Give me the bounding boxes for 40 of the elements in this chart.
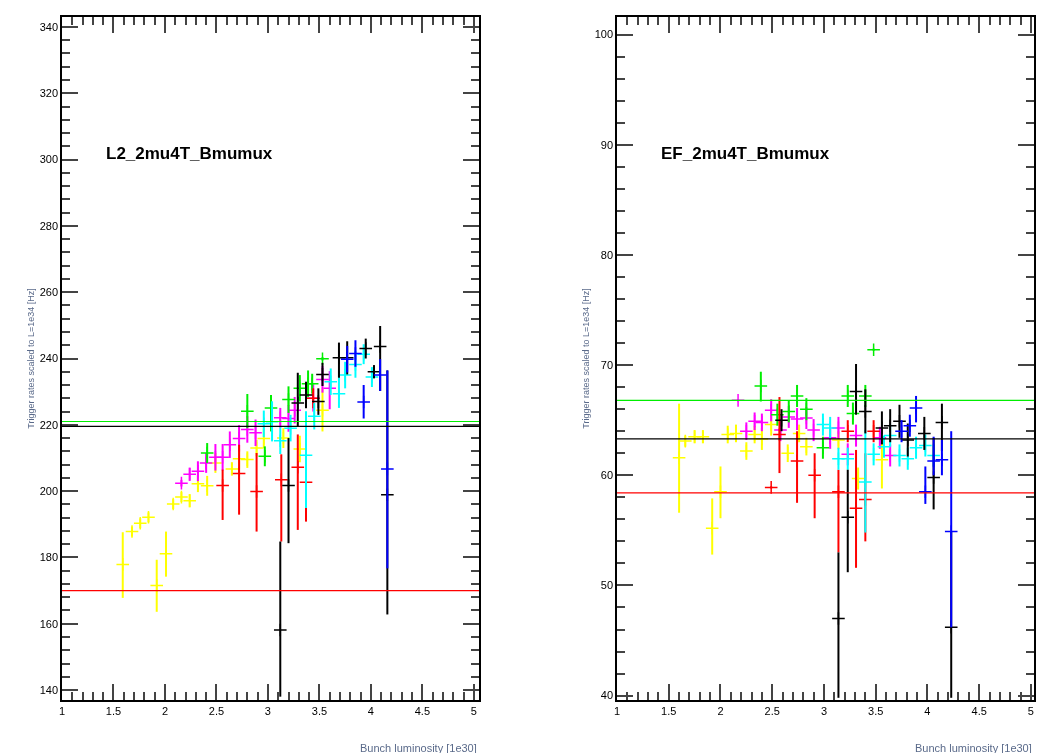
x-tick-label: 5 [1027, 704, 1034, 717]
x-tick-label: 3.5 [311, 704, 328, 717]
y-tick-label: 90 [600, 138, 614, 151]
y-tick-label: 300 [39, 153, 59, 166]
x-tick-label: 1 [613, 704, 621, 717]
y-tick-label: 70 [600, 358, 614, 371]
x-tick-label: 1.5 [661, 704, 677, 717]
y-tick-label: 340 [39, 20, 59, 33]
x-tick-label: 2 [717, 704, 724, 717]
y-tick-label: 140 [39, 683, 59, 696]
y-tick-label: 240 [39, 352, 59, 365]
x-tick-label: 4 [367, 704, 374, 717]
y-tick-label: 180 [39, 551, 59, 564]
y-tick-label: 280 [39, 219, 59, 232]
x-tick-label: 4 [924, 704, 931, 717]
y-axis-title: Trigger rates scaled to L=1e34 [Hz] [25, 288, 36, 429]
x-tick-label: 3.5 [868, 704, 884, 717]
x-tick-label: 2.5 [764, 704, 780, 717]
text: EF_2mu4T_Bmumux [661, 144, 830, 163]
x-tick-label: 1 [58, 704, 66, 717]
x-tick-label: 4.5 [414, 704, 431, 717]
y-tick-label: 60 [600, 469, 614, 482]
y-tick-label: 40 [600, 689, 614, 702]
x-tick-label: 1.5 [105, 704, 122, 717]
x-tick-label: 2 [161, 704, 169, 717]
y-axis-title: Trigger rates scaled to L=1e34 [Hz] [580, 288, 591, 429]
x-tick-label: 3 [820, 704, 828, 717]
y-tick-label: 220 [39, 418, 59, 431]
y-tick-label: 200 [39, 484, 59, 497]
y-tick-label: 80 [600, 248, 614, 261]
y-tick-label: 260 [39, 286, 59, 299]
x-tick-label: 5 [470, 704, 477, 717]
text: L2_2mu4T_Bmumux [106, 144, 273, 163]
x-tick-label: 3 [264, 704, 271, 717]
y-tick-label: 320 [39, 87, 59, 100]
y-tick-label: 100 [594, 28, 614, 41]
x-tick-label: 4.5 [971, 704, 987, 717]
x-tick-label: 2.5 [208, 704, 225, 717]
y-tick-label: 160 [39, 617, 59, 630]
y-tick-label: 50 [600, 579, 614, 592]
